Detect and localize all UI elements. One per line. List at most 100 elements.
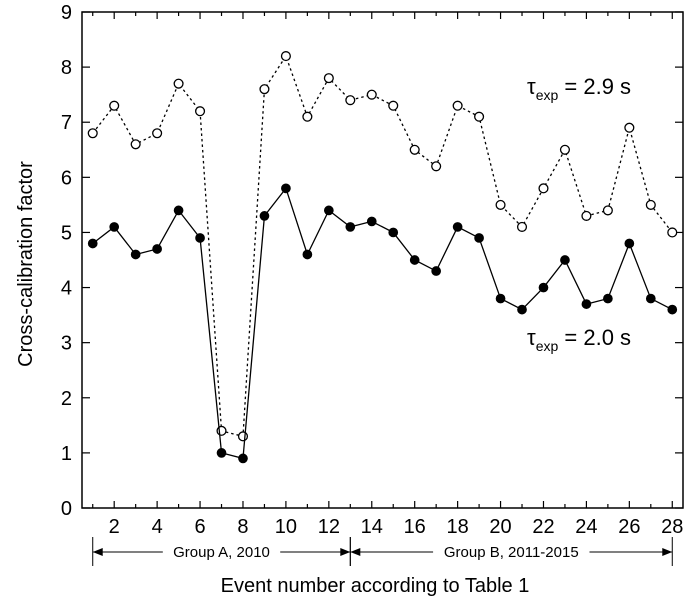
series-label: τexp = 2.9 s <box>527 74 631 103</box>
data-point <box>645 293 656 304</box>
data-point <box>109 100 120 111</box>
data-point <box>431 161 442 172</box>
x-tick-label: 20 <box>489 516 511 538</box>
data-point <box>259 211 270 221</box>
data-point <box>87 238 98 249</box>
data-point <box>431 266 442 276</box>
data-point <box>645 199 656 210</box>
data-point <box>109 222 120 232</box>
x-tick-label: 28 <box>661 516 683 538</box>
x-tick-label: 2 <box>109 516 120 538</box>
group-annotation-1: Group A, 2010 <box>92 537 351 566</box>
data-point <box>516 221 528 232</box>
x-tick-label: 16 <box>404 516 426 538</box>
data-point <box>173 205 184 216</box>
data-point <box>259 84 270 95</box>
data-point <box>560 255 570 265</box>
group-annotations: Group A, 2010 Group B, 2011-2015 <box>92 537 673 566</box>
data-point <box>366 216 377 227</box>
data-point <box>280 51 291 62</box>
series-line <box>92 186 673 460</box>
data-point <box>452 222 463 232</box>
data-point <box>388 227 399 238</box>
data-point <box>581 299 592 309</box>
data-point <box>667 227 678 238</box>
data-point <box>495 293 506 304</box>
data-point <box>195 233 205 243</box>
y-tick-label: 2 <box>61 388 72 410</box>
x-axis-ticks: 2 4 6 8 10 12 14 16 18 20 22 24 26 28 <box>92 12 683 538</box>
group-arrowhead <box>350 548 361 556</box>
y-tick-label: 1 <box>61 443 72 465</box>
group-arrowhead <box>92 548 103 556</box>
data-point <box>388 100 399 111</box>
group-annotation-2: Group B, 2011-2015 <box>349 537 673 566</box>
plot-frame <box>81 11 684 509</box>
data-point <box>302 249 313 260</box>
x-tick-label: 24 <box>575 516 597 538</box>
x-tick-label: 12 <box>318 516 340 538</box>
data-point <box>195 106 206 117</box>
group-arrowhead <box>662 548 673 556</box>
data-point <box>323 205 334 216</box>
y-tick-label: 9 <box>61 2 72 24</box>
data-point <box>581 210 592 221</box>
data-point <box>667 304 678 315</box>
data-point <box>409 255 420 265</box>
group-label: Group A, 2010 <box>173 544 270 561</box>
x-tick-label: 18 <box>447 516 469 538</box>
data-point <box>517 304 527 315</box>
x-tick-label: 10 <box>275 516 297 538</box>
data-point <box>238 453 248 464</box>
data-point <box>538 183 549 194</box>
y-tick-label: 4 <box>61 278 72 300</box>
series-layer <box>87 51 678 464</box>
series-2 <box>87 183 678 464</box>
x-tick-label: 14 <box>361 516 383 538</box>
data-point <box>302 111 313 122</box>
y-tick-label: 6 <box>61 167 72 189</box>
data-point <box>603 293 613 304</box>
data-point <box>323 73 334 84</box>
data-point <box>237 431 249 442</box>
data-point <box>173 78 184 89</box>
series-1 <box>87 51 678 442</box>
data-point <box>602 205 613 216</box>
data-point <box>281 183 291 194</box>
series-labels: τexp = 2.9 s τexp = 2.0 s <box>527 74 631 354</box>
x-tick-label: 26 <box>618 516 640 538</box>
x-tick-label: 6 <box>194 516 205 538</box>
x-tick-label: 4 <box>152 516 163 538</box>
data-point <box>624 122 635 133</box>
y-tick-label: 3 <box>61 333 72 355</box>
data-point <box>495 199 506 210</box>
data-point <box>345 222 356 232</box>
data-point <box>452 100 463 111</box>
x-tick-label: 22 <box>532 516 554 538</box>
y-tick-label: 8 <box>61 57 72 79</box>
series-label: τexp = 2.0 s <box>527 325 631 354</box>
data-point <box>409 144 420 155</box>
x-axis-label: Event number according to Table 1 <box>221 575 530 597</box>
group-arrowhead <box>340 548 351 556</box>
data-point <box>87 128 98 139</box>
y-axis-label: Cross-calibration factor <box>15 161 37 367</box>
data-point <box>345 95 356 106</box>
data-point <box>152 128 163 139</box>
data-point <box>216 448 227 458</box>
group-label: Group B, 2011-2015 <box>444 544 579 561</box>
data-point <box>366 89 377 100</box>
data-point <box>474 111 485 122</box>
data-point <box>130 249 141 260</box>
plot-frame <box>81 11 684 509</box>
y-tick-label: 7 <box>61 112 72 134</box>
data-point <box>538 282 549 293</box>
y-axis-ticks: 0 1 2 3 4 5 6 7 8 9 <box>61 2 683 520</box>
data-point <box>474 233 484 243</box>
data-point <box>624 238 635 249</box>
y-tick-label: 5 <box>61 222 72 244</box>
data-point <box>559 144 570 155</box>
data-point <box>152 244 162 254</box>
data-point <box>130 139 141 150</box>
